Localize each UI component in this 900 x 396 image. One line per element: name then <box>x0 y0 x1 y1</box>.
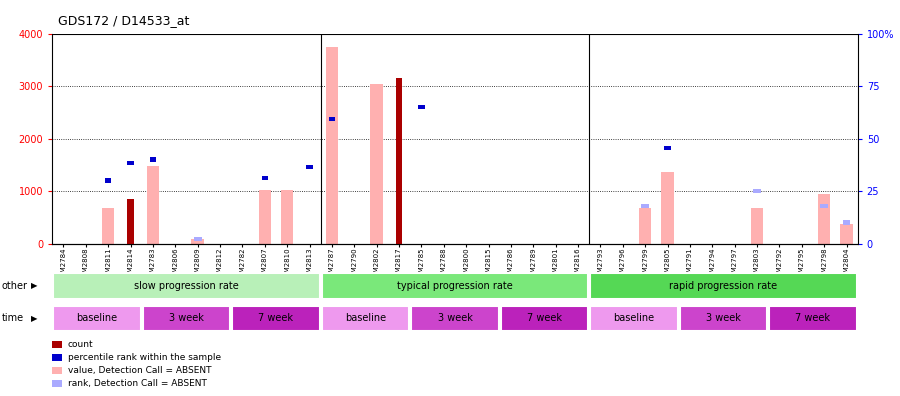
Text: slow progression rate: slow progression rate <box>134 281 238 291</box>
Bar <box>105 179 112 183</box>
Bar <box>306 165 312 169</box>
Bar <box>639 208 652 244</box>
Text: baseline: baseline <box>76 313 118 324</box>
Text: baseline: baseline <box>345 313 386 324</box>
Bar <box>664 146 670 150</box>
Bar <box>396 78 402 244</box>
Text: baseline: baseline <box>614 313 654 324</box>
Bar <box>590 273 857 299</box>
Bar <box>818 194 831 244</box>
Bar <box>322 306 410 331</box>
Bar <box>128 161 133 166</box>
Bar <box>396 152 402 156</box>
Text: typical progression rate: typical progression rate <box>397 281 513 291</box>
Text: rapid progression rate: rapid progression rate <box>670 281 778 291</box>
Bar <box>680 306 767 331</box>
Text: time: time <box>2 313 24 324</box>
Bar <box>500 306 588 331</box>
Bar <box>149 158 156 162</box>
Bar <box>641 204 649 208</box>
Text: GDS172 / D14533_at: GDS172 / D14533_at <box>58 14 190 27</box>
Text: 3 week: 3 week <box>706 313 741 324</box>
Text: other: other <box>2 281 28 291</box>
Bar <box>371 84 382 244</box>
Bar <box>328 116 335 121</box>
Bar <box>326 47 338 244</box>
Text: percentile rank within the sample: percentile rank within the sample <box>68 353 220 362</box>
Bar <box>662 172 674 244</box>
Bar <box>411 306 499 331</box>
Text: 3 week: 3 week <box>437 313 472 324</box>
Text: 7 week: 7 week <box>527 313 562 324</box>
Bar <box>194 237 202 242</box>
Bar <box>322 273 588 299</box>
Bar <box>842 221 850 225</box>
Bar <box>53 306 140 331</box>
Bar <box>820 204 828 208</box>
Bar <box>841 224 852 244</box>
Bar <box>147 166 159 244</box>
Text: count: count <box>68 340 93 349</box>
Bar <box>127 199 134 244</box>
Bar <box>192 239 203 244</box>
Bar <box>262 176 268 180</box>
Bar <box>751 208 763 244</box>
Bar <box>590 306 678 331</box>
Text: ▶: ▶ <box>31 282 37 290</box>
Bar <box>258 190 271 244</box>
Bar <box>770 306 857 331</box>
Bar <box>232 306 320 331</box>
Text: ▶: ▶ <box>31 314 37 323</box>
Bar <box>753 189 760 193</box>
Text: 7 week: 7 week <box>796 313 831 324</box>
Bar <box>102 208 114 244</box>
Bar <box>143 306 230 331</box>
Text: 3 week: 3 week <box>169 313 204 324</box>
Text: rank, Detection Call = ABSENT: rank, Detection Call = ABSENT <box>68 379 206 388</box>
Text: value, Detection Call = ABSENT: value, Detection Call = ABSENT <box>68 366 211 375</box>
Text: 7 week: 7 week <box>258 313 293 324</box>
Bar <box>418 105 425 109</box>
Bar <box>53 273 320 299</box>
Bar <box>281 190 293 244</box>
